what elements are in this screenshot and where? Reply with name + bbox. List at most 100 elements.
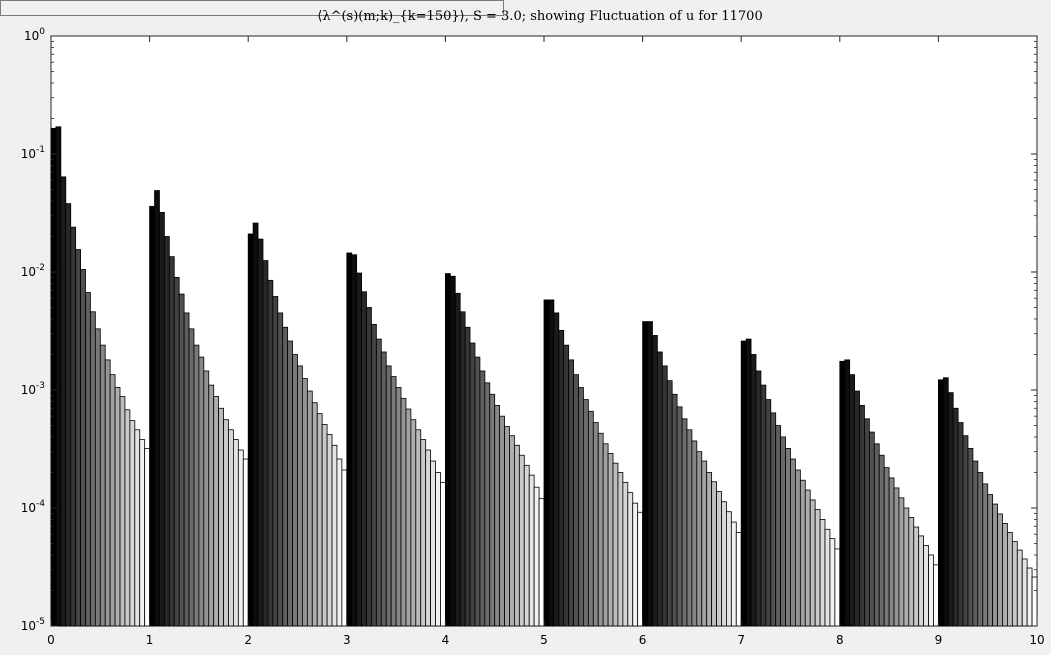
bar-group4-bar19 bbox=[538, 498, 545, 627]
bar-group6-bar19 bbox=[735, 532, 742, 627]
bar-group8-bar18 bbox=[928, 554, 934, 627]
bar-group3-bar16 bbox=[425, 449, 432, 627]
bar-group7-bar17 bbox=[824, 528, 831, 627]
y-tick-label-0: 100 bbox=[24, 27, 45, 43]
bar-group8-bar12 bbox=[898, 497, 905, 627]
bar-group9-bar8 bbox=[977, 472, 984, 627]
bar-group3-bar0 bbox=[346, 252, 353, 627]
y-tick-label-4: 10-4 bbox=[21, 499, 46, 515]
bar-group5-bar16 bbox=[622, 481, 629, 627]
bar-group8-bar1 bbox=[844, 359, 851, 627]
bar-group6-bar14 bbox=[711, 481, 717, 627]
y-tick-label-2: 10-2 bbox=[21, 263, 45, 279]
bar-group4-bar15 bbox=[518, 454, 525, 627]
bar-group7-bar4 bbox=[760, 384, 767, 627]
bar-group2-bar17 bbox=[331, 444, 338, 627]
bar-group4-bar16 bbox=[523, 464, 530, 627]
bar-group5-bar9 bbox=[587, 410, 594, 627]
bar-group9-bar19 bbox=[1031, 576, 1038, 627]
bar-group3-bar13 bbox=[410, 419, 417, 627]
bar-group9-bar12 bbox=[997, 513, 1003, 627]
bar-group5-bar7 bbox=[578, 387, 584, 627]
bar-group3-bar8 bbox=[385, 365, 392, 627]
bar-group7-bar6 bbox=[770, 412, 777, 627]
bar-group8-bar19 bbox=[933, 564, 939, 627]
bar-group7-bar13 bbox=[804, 489, 811, 627]
bar-group1-bar6 bbox=[178, 293, 185, 627]
bar-group7-bar8 bbox=[780, 436, 786, 627]
bar-group6-bar17 bbox=[726, 511, 732, 627]
bar-group2-bar2 bbox=[257, 238, 264, 627]
bar-group3-bar1 bbox=[351, 254, 358, 627]
bar-group8-bar15 bbox=[913, 526, 920, 627]
bar-group0-bar18 bbox=[139, 439, 146, 627]
bar-group4-bar0 bbox=[444, 273, 451, 627]
bar-group6-bar6 bbox=[671, 393, 678, 627]
bar-group2-bar9 bbox=[292, 354, 298, 627]
bar-group4-bar13 bbox=[509, 435, 515, 627]
bar-group7-bar1 bbox=[745, 338, 752, 627]
bar-group0-bar13 bbox=[114, 387, 121, 627]
x-tick-label-0: 0 bbox=[47, 633, 55, 647]
bar-group6-bar4 bbox=[661, 365, 668, 627]
bar-group1-bar14 bbox=[218, 407, 224, 627]
bar-group4-bar8 bbox=[484, 382, 491, 627]
bar-group6-bar7 bbox=[676, 406, 683, 627]
bar-group1-bar16 bbox=[228, 429, 234, 627]
bar-group3-bar6 bbox=[375, 338, 382, 627]
bar-group7-bar0 bbox=[740, 340, 747, 627]
bar-group5-bar14 bbox=[612, 462, 619, 627]
bar-group7-bar7 bbox=[775, 425, 782, 627]
bar-group8-bar3 bbox=[854, 390, 860, 627]
bar-group4-bar12 bbox=[504, 426, 510, 627]
y-tick-label-5: 10-5 bbox=[21, 617, 45, 633]
bar-group5-bar12 bbox=[602, 443, 609, 627]
x-axis: 0 1 2 3 4 5 6 7 8 9 10 bbox=[47, 36, 1045, 647]
bar-group8-bar7 bbox=[873, 443, 880, 627]
bar-group9-bar17 bbox=[1021, 558, 1028, 627]
bar-group7-bar14 bbox=[809, 499, 816, 627]
bar-group4-bar18 bbox=[533, 486, 540, 627]
bar-group4-bar2 bbox=[454, 292, 461, 627]
bar-group6-bar3 bbox=[656, 351, 663, 627]
bar-group2-bar14 bbox=[316, 413, 323, 627]
bar-group7-bar11 bbox=[795, 469, 801, 627]
x-tick-label-8: 8 bbox=[836, 633, 844, 647]
bar-group6-bar5 bbox=[666, 380, 673, 627]
bar-group2-bar10 bbox=[297, 365, 303, 627]
bar-group8-bar8 bbox=[878, 454, 885, 627]
bar-group2-bar6 bbox=[277, 312, 284, 627]
bar-group0-bar11 bbox=[104, 359, 111, 627]
bar-group3-bar5 bbox=[371, 323, 377, 627]
bar-group7-bar10 bbox=[790, 458, 796, 627]
bar-group1-bar2 bbox=[159, 211, 165, 627]
bar-group3-bar3 bbox=[361, 291, 367, 627]
bar-group3-bar19 bbox=[440, 481, 446, 627]
bar-group1-bar7 bbox=[183, 312, 190, 627]
bar-group5-bar18 bbox=[632, 502, 639, 627]
x-tick-label-5: 5 bbox=[540, 633, 548, 647]
bar-group0-bar5 bbox=[75, 249, 81, 627]
bar-group0-bar6 bbox=[80, 269, 86, 627]
bar-group5-bar6 bbox=[573, 374, 579, 627]
bar-group4-bar7 bbox=[479, 370, 486, 627]
bar-group6-bar16 bbox=[721, 501, 727, 627]
bar-group1-bar12 bbox=[208, 384, 215, 627]
bar-group7-bar19 bbox=[834, 548, 841, 627]
bar-group4-bar14 bbox=[514, 444, 520, 627]
bar-group5-bar15 bbox=[617, 472, 624, 627]
bar-group0-bar15 bbox=[124, 409, 131, 627]
bar-group1-bar9 bbox=[193, 344, 200, 627]
bar-group0-bar14 bbox=[119, 396, 126, 627]
bar-group6-bar1 bbox=[647, 321, 653, 627]
x-tick-label-9: 9 bbox=[935, 633, 943, 647]
bar-group8-bar14 bbox=[908, 517, 915, 627]
bar-group9-bar6 bbox=[967, 447, 974, 627]
bar-group9-bar1 bbox=[942, 377, 949, 627]
bar-group2-bar11 bbox=[302, 378, 308, 627]
x-tick-label-6: 6 bbox=[639, 633, 647, 647]
bar-group4-bar6 bbox=[474, 356, 481, 627]
bar-group1-bar15 bbox=[223, 419, 229, 627]
bar-group4-bar17 bbox=[528, 474, 535, 627]
bar-group3-bar17 bbox=[430, 460, 436, 627]
